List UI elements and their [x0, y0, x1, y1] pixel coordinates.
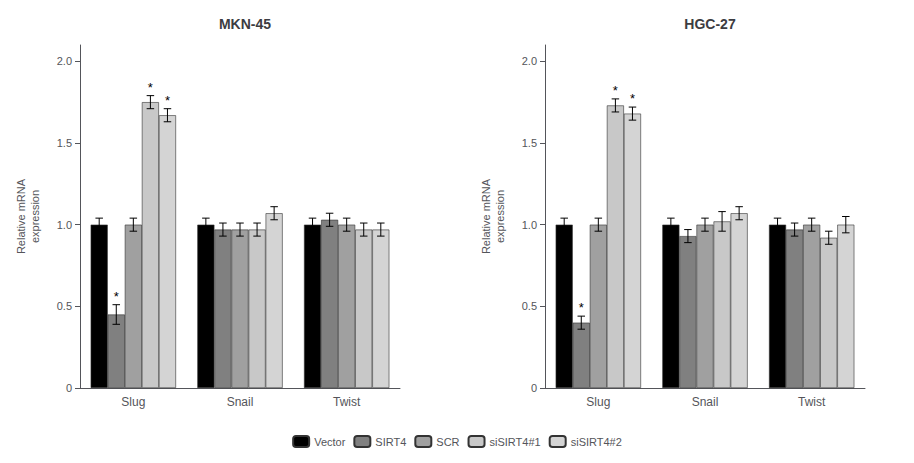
svg-text:*: *: [148, 80, 153, 95]
svg-text:Vector: Vector: [314, 436, 346, 448]
svg-text:*: *: [579, 300, 584, 315]
svg-text:1.5: 1.5: [522, 137, 537, 149]
svg-text:Twist: Twist: [798, 395, 826, 409]
svg-text:Relative mRNA: Relative mRNA: [480, 178, 492, 254]
svg-text:0: 0: [66, 382, 72, 394]
svg-text:SCR: SCR: [436, 436, 459, 448]
svg-text:MKN-45: MKN-45: [219, 16, 271, 32]
svg-text:*: *: [613, 83, 618, 98]
svg-text:Slug: Slug: [121, 395, 145, 409]
svg-text:2.0: 2.0: [57, 55, 72, 67]
svg-text:1.0: 1.0: [522, 219, 537, 231]
svg-text:SIRT4: SIRT4: [375, 436, 406, 448]
svg-text:expression: expression: [494, 190, 506, 243]
svg-text:Snail: Snail: [227, 395, 254, 409]
svg-text:*: *: [114, 289, 119, 304]
svg-text:*: *: [165, 93, 170, 108]
svg-text:*: *: [630, 91, 635, 106]
svg-text:1.5: 1.5: [57, 137, 72, 149]
svg-text:0.5: 0.5: [57, 300, 72, 312]
svg-text:Relative mRNA: Relative mRNA: [15, 178, 27, 254]
svg-text:1.0: 1.0: [57, 219, 72, 231]
svg-text:HGC-27: HGC-27: [684, 16, 736, 32]
svg-text:2.0: 2.0: [522, 55, 537, 67]
svg-text:Twist: Twist: [333, 395, 361, 409]
svg-text:expression: expression: [29, 190, 41, 243]
svg-text:0: 0: [531, 382, 537, 394]
svg-text:Slug: Slug: [586, 395, 610, 409]
svg-text:siSIRT4#1: siSIRT4#1: [490, 436, 541, 448]
svg-text:siSIRT4#2: siSIRT4#2: [571, 436, 622, 448]
svg-text:Snail: Snail: [692, 395, 719, 409]
svg-text:0.5: 0.5: [522, 300, 537, 312]
